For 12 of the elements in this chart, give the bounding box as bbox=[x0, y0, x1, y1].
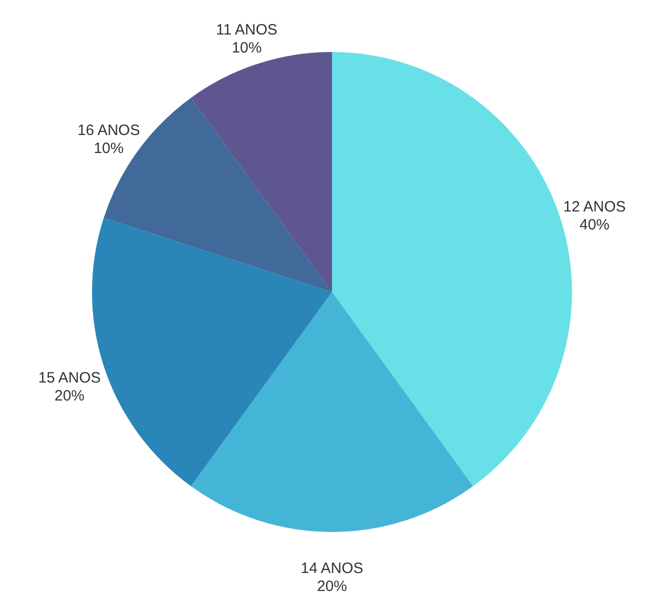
data-label: 20% bbox=[316, 578, 348, 595]
data-label: 10% bbox=[94, 140, 124, 157]
pie-slice bbox=[190, 292, 474, 532]
data-label: 10% bbox=[232, 40, 262, 57]
data-label: 40% bbox=[579, 216, 610, 234]
slice-label: 15 ANOS bbox=[38, 369, 101, 386]
slice-label: 11 ANOS bbox=[216, 22, 278, 39]
data-label: 20% bbox=[54, 387, 85, 404]
slice-label: 14 ANOS bbox=[300, 560, 364, 577]
slice-label: 12 ANOS bbox=[563, 198, 626, 216]
pie-slice bbox=[190, 52, 332, 292]
slice-label: 16 ANOS bbox=[77, 122, 140, 139]
